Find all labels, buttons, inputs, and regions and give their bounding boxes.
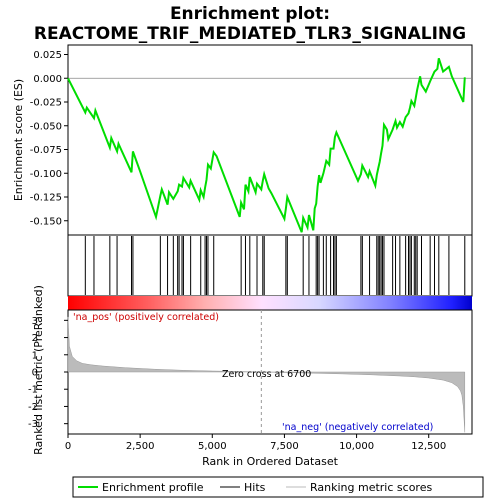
metric-y-tick-label: -3 xyxy=(28,419,38,430)
metric-x-tick-label: 2,500 xyxy=(126,441,155,452)
es-y-tick-label: -0.150 xyxy=(30,216,62,227)
annotation-zero-cross: Zero cross at 6700 xyxy=(222,369,311,380)
es-y-tick-label: -0.125 xyxy=(30,193,62,204)
es-y-axis-label: Enrichment score (ES) xyxy=(12,79,25,201)
metric-x-tick-label: 10,000 xyxy=(339,441,374,452)
metric-x-tick-label: 7,500 xyxy=(270,441,299,452)
legend-hits-label: Hits xyxy=(244,481,266,494)
es-y-tick-label: -0.100 xyxy=(30,169,62,180)
metric-y-tick-label: 2 xyxy=(32,333,38,344)
legend-enrichment-label: Enrichment profile xyxy=(102,481,204,494)
legend-box xyxy=(72,476,484,498)
es-y-ticks: 0.025 0.000 -0.025 -0.050 -0.075 -0.100 -0.125… xyxy=(30,50,68,227)
hit-lines xyxy=(84,236,466,295)
metric-y-tick-label: -1 xyxy=(28,385,38,396)
ranking-metric-area xyxy=(67,316,466,433)
metric-y-tick-label: -2 xyxy=(28,402,38,413)
es-y-tick-label: 0.000 xyxy=(33,74,62,85)
annotation-na-neg: 'na_neg' (negatively correlated) xyxy=(282,422,433,433)
metric-y-tick-label: 0 xyxy=(32,368,38,379)
ranking-color-bar xyxy=(68,296,472,310)
legend: Enrichment profile Hits Ranking metric s… xyxy=(72,476,484,498)
metric-x-tick-label: 5,000 xyxy=(198,441,227,452)
metric-x-ticks: 0 2,500 5,000 7,500 10,000 12,500 xyxy=(65,434,446,452)
metric-x-tick-label: 12,500 xyxy=(411,441,446,452)
es-y-tick-label: 0.025 xyxy=(33,50,62,61)
hits-panel xyxy=(67,234,473,297)
metric-y-tick-label: 3 xyxy=(32,316,38,327)
metric-x-tick-label: 0 xyxy=(65,441,71,452)
metric-y-ticks: 3 2 1 0 -1 -2 -3 xyxy=(28,316,68,430)
chart-title-line-2: REACTOME_TRIF_MEDIATED_TLR3_SIGNALING xyxy=(34,24,466,44)
metric-x-axis-label: Rank in Ordered Dataset xyxy=(202,455,339,468)
legend-metric-label: Ranking metric scores xyxy=(310,481,432,494)
es-panel: 0.025 0.000 -0.025 -0.050 -0.075 -0.100 -0.125… xyxy=(12,44,473,236)
es-y-tick-label: -0.075 xyxy=(30,145,62,156)
annotation-na-pos: 'na_pos' (positively correlated) xyxy=(73,312,219,323)
es-y-tick-label: -0.050 xyxy=(30,121,62,132)
chart-title-line-1: Enrichment plot: xyxy=(170,4,330,24)
es-panel-frame xyxy=(67,44,473,236)
metric-y-axis-label: Ranked list metric (PreRanked) xyxy=(32,285,45,455)
enrichment-profile-line xyxy=(67,57,466,233)
es-y-tick-label: -0.025 xyxy=(30,98,62,109)
metric-y-tick-label: 1 xyxy=(32,350,38,361)
